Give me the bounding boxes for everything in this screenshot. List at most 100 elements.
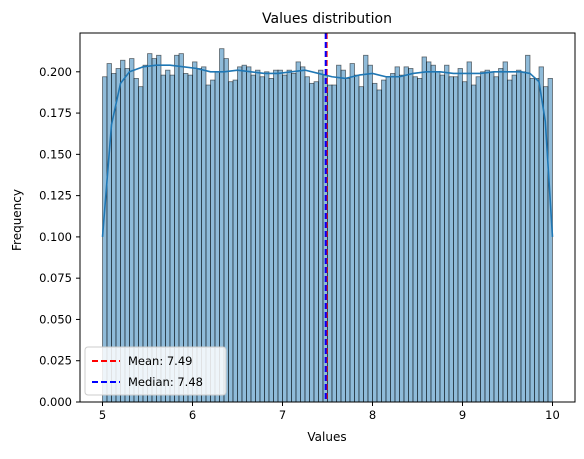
histogram-bar	[502, 61, 508, 403]
histogram-bar	[376, 89, 382, 403]
histogram-bar	[435, 71, 441, 403]
histogram-bar	[430, 64, 436, 403]
histogram-bar	[318, 69, 324, 403]
histogram-bar	[345, 78, 351, 403]
histogram-bar	[480, 71, 486, 403]
histogram-bar	[511, 74, 517, 403]
histogram-bar	[403, 66, 409, 403]
histogram-bar	[453, 76, 459, 403]
histogram-bar	[390, 73, 396, 403]
y-tick-label: 0.100	[39, 230, 72, 244]
x-tick-label: 5	[99, 408, 106, 422]
legend: Mean: 7.49 Median: 7.48	[84, 346, 227, 396]
y-tick-label: 0.175	[39, 106, 72, 120]
y-tick-label: 0.200	[39, 65, 72, 79]
y-axis-ticks: 0.000 0.025 0.050 0.075 0.100 0.125 0.150 0.175…	[39, 65, 80, 409]
plot-frame	[79, 32, 576, 403]
x-tick-label: 9	[459, 408, 466, 422]
histogram-bar	[331, 84, 337, 403]
histogram-bar	[282, 74, 288, 403]
histogram-bar	[520, 71, 526, 403]
histogram-bar	[363, 54, 369, 403]
histogram-bar	[273, 69, 279, 403]
histogram-bar	[246, 66, 252, 403]
histogram-bar	[538, 66, 544, 403]
histogram-bar	[295, 61, 301, 403]
histogram-bar	[232, 79, 238, 403]
axes	[79, 32, 576, 403]
histogram-bar	[385, 76, 391, 403]
histogram-bar	[525, 54, 531, 403]
y-axis-label: Frequency	[10, 189, 24, 251]
histogram-bar	[250, 74, 256, 403]
histogram-bar	[309, 82, 315, 403]
histogram-bar	[313, 81, 319, 403]
histogram-bar	[259, 76, 265, 403]
histogram-bar	[466, 61, 472, 403]
histogram-bar	[426, 61, 432, 403]
histogram-bar	[534, 78, 540, 403]
chart-title: Values distribution	[262, 11, 392, 27]
histogram-bar	[277, 69, 283, 403]
histogram-bar	[394, 66, 400, 403]
histogram-bar	[457, 68, 463, 403]
x-axis-ticks: 5 6 7 8 9 10	[99, 402, 560, 422]
histogram-bar	[516, 69, 522, 403]
histogram-bar	[264, 71, 270, 403]
histogram-bar	[417, 78, 423, 403]
histogram-bar	[237, 66, 243, 403]
histogram-bar	[444, 64, 450, 403]
legend-box	[84, 346, 227, 396]
y-tick-label: 0.050	[39, 312, 72, 326]
histogram-bar	[484, 69, 490, 403]
histogram-bar	[462, 81, 468, 403]
y-tick-label: 0.075	[39, 271, 72, 285]
histogram-bar	[228, 81, 234, 403]
histogram-bar	[268, 78, 274, 403]
histogram-bar	[340, 69, 346, 403]
x-tick-label: 6	[189, 408, 196, 422]
kde-layer	[101, 64, 554, 237]
reference-lines	[324, 33, 328, 402]
histogram-bar	[358, 86, 364, 403]
histogram-bar	[408, 68, 414, 403]
histogram-bar	[372, 82, 378, 403]
x-tick-label: 10	[545, 408, 560, 422]
histogram-bar	[336, 64, 342, 403]
histogram-bar	[354, 74, 360, 403]
histogram-bar	[291, 73, 297, 403]
histogram-bar	[439, 74, 445, 403]
histogram-bar	[547, 78, 553, 403]
histogram-bars	[102, 48, 553, 403]
histogram-bar	[475, 76, 481, 403]
histogram-bar	[286, 69, 292, 403]
histogram-bar	[367, 64, 373, 403]
x-tick-label: 7	[279, 408, 286, 422]
histogram-bar	[489, 71, 495, 403]
legend-median-label: Median: 7.48	[128, 375, 203, 389]
x-axis-label: Values	[307, 430, 346, 444]
y-tick-label: 0.125	[39, 189, 72, 203]
histogram-bar	[300, 66, 306, 403]
histogram-bar	[448, 76, 454, 403]
histogram-bar	[255, 69, 261, 403]
x-tick-label: 8	[369, 408, 376, 422]
histogram-bar	[493, 76, 499, 403]
histogram-bar	[412, 76, 418, 403]
histogram-bar	[327, 84, 333, 403]
histogram-bar	[498, 68, 504, 403]
legend-mean-label: Mean: 7.49	[128, 354, 192, 368]
y-tick-label: 0.000	[39, 395, 72, 409]
histogram-bar	[381, 79, 387, 403]
histogram-bar	[507, 79, 513, 403]
histogram-bar	[399, 74, 405, 403]
histogram-bar	[471, 84, 477, 403]
histogram-bar	[349, 63, 355, 403]
kde-curve	[101, 64, 554, 237]
histogram-bar	[241, 64, 247, 403]
histogram-bar	[304, 76, 310, 403]
y-tick-label: 0.025	[39, 354, 72, 368]
y-tick-label: 0.150	[39, 147, 72, 161]
histogram-bar	[529, 78, 535, 403]
